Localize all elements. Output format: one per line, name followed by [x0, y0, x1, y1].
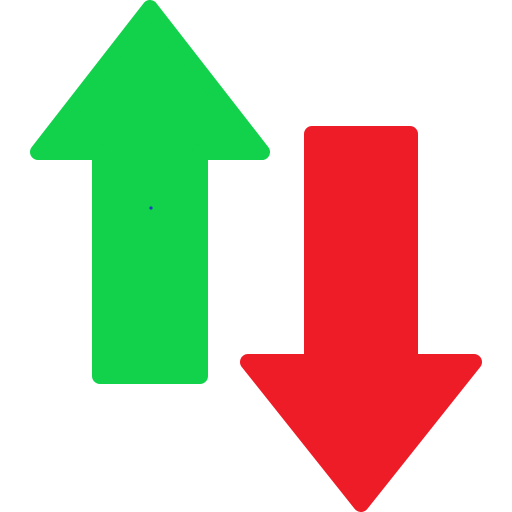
arrow-down-icon: [240, 126, 482, 512]
center-dot: [149, 206, 153, 210]
arrow-up-icon: [30, 0, 270, 384]
